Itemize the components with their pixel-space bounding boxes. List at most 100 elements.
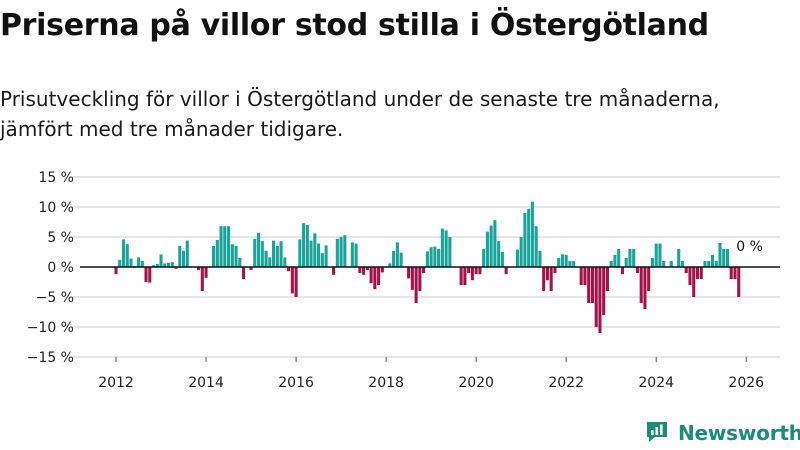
bar[interactable]: [230, 244, 234, 267]
bar[interactable]: [617, 249, 621, 267]
bar[interactable]: [553, 267, 557, 273]
bar[interactable]: [350, 242, 354, 267]
bar[interactable]: [275, 246, 279, 267]
bar[interactable]: [414, 267, 418, 303]
bar[interactable]: [170, 262, 174, 267]
bar[interactable]: [692, 267, 696, 297]
bar[interactable]: [440, 228, 444, 267]
bar[interactable]: [444, 230, 448, 267]
bar[interactable]: [185, 240, 189, 267]
bar[interactable]: [545, 267, 549, 281]
bar[interactable]: [725, 249, 730, 267]
bar[interactable]: [572, 261, 576, 267]
bar[interactable]: [583, 267, 587, 285]
bar[interactable]: [718, 243, 722, 267]
bar[interactable]: [166, 262, 171, 267]
bar[interactable]: [722, 249, 726, 267]
bar[interactable]: [121, 239, 126, 267]
bar[interactable]: [335, 238, 339, 267]
bar[interactable]: [549, 267, 553, 291]
bar[interactable]: [433, 246, 437, 267]
bar[interactable]: [339, 237, 343, 267]
bar[interactable]: [380, 267, 384, 273]
bar[interactable]: [429, 247, 433, 267]
bar[interactable]: [729, 267, 733, 279]
bar[interactable]: [114, 267, 118, 275]
bar[interactable]: [144, 267, 148, 282]
bar[interactable]: [639, 267, 643, 303]
bar[interactable]: [257, 232, 261, 267]
bar[interactable]: [410, 267, 414, 290]
bar[interactable]: [392, 250, 396, 267]
bar[interactable]: [470, 267, 474, 281]
bar[interactable]: [714, 261, 718, 267]
bar[interactable]: [594, 267, 598, 327]
bar[interactable]: [485, 231, 489, 267]
bar[interactable]: [163, 263, 167, 267]
bar[interactable]: [677, 249, 681, 267]
bar[interactable]: [182, 250, 186, 267]
bar[interactable]: [620, 267, 624, 275]
bar[interactable]: [680, 261, 685, 267]
bar[interactable]: [647, 267, 651, 291]
bar[interactable]: [560, 254, 564, 267]
bar[interactable]: [354, 243, 358, 267]
bar[interactable]: [579, 267, 583, 285]
bar[interactable]: [523, 213, 527, 267]
bar[interactable]: [272, 240, 276, 267]
bar[interactable]: [369, 267, 373, 284]
bar[interactable]: [287, 267, 291, 272]
bar[interactable]: [174, 267, 178, 269]
bar[interactable]: [497, 241, 501, 267]
bar[interactable]: [605, 267, 609, 291]
bar[interactable]: [624, 258, 628, 267]
bar[interactable]: [125, 244, 129, 267]
bar[interactable]: [538, 250, 542, 267]
bar[interactable]: [530, 201, 534, 267]
bar[interactable]: [613, 255, 617, 267]
bar[interactable]: [365, 267, 369, 270]
bar[interactable]: [643, 267, 647, 309]
bar[interactable]: [609, 261, 613, 267]
bar[interactable]: [482, 249, 486, 267]
bar[interactable]: [628, 249, 632, 267]
bar[interactable]: [568, 261, 572, 267]
bar[interactable]: [324, 245, 328, 267]
bar[interactable]: [317, 243, 321, 267]
bar[interactable]: [118, 259, 122, 267]
bar[interactable]: [493, 220, 497, 267]
bar[interactable]: [598, 267, 602, 333]
bar[interactable]: [407, 267, 411, 279]
bar[interactable]: [159, 254, 163, 267]
bar[interactable]: [590, 267, 594, 303]
bar[interactable]: [294, 267, 298, 297]
bar[interactable]: [707, 261, 711, 267]
bar[interactable]: [534, 226, 538, 267]
bar[interactable]: [395, 242, 399, 267]
bar[interactable]: [703, 261, 707, 267]
bar[interactable]: [662, 261, 666, 267]
bar[interactable]: [463, 267, 467, 285]
bar[interactable]: [527, 208, 531, 267]
bar[interactable]: [260, 241, 264, 267]
bar[interactable]: [388, 263, 392, 267]
bar[interactable]: [215, 240, 219, 267]
bar[interactable]: [151, 265, 156, 267]
bar[interactable]: [478, 267, 482, 275]
bar[interactable]: [500, 252, 504, 267]
bar[interactable]: [219, 226, 223, 267]
bar[interactable]: [302, 223, 306, 267]
bar[interactable]: [635, 267, 639, 273]
bar[interactable]: [178, 246, 182, 267]
bar[interactable]: [332, 267, 336, 275]
bar[interactable]: [587, 267, 591, 303]
bar[interactable]: [234, 246, 238, 267]
bar[interactable]: [564, 255, 568, 267]
bar[interactable]: [515, 249, 519, 267]
bar[interactable]: [632, 249, 636, 267]
bar[interactable]: [557, 258, 561, 267]
bar[interactable]: [313, 233, 317, 267]
bar[interactable]: [305, 225, 309, 267]
bar[interactable]: [650, 258, 654, 267]
bar[interactable]: [425, 251, 429, 267]
